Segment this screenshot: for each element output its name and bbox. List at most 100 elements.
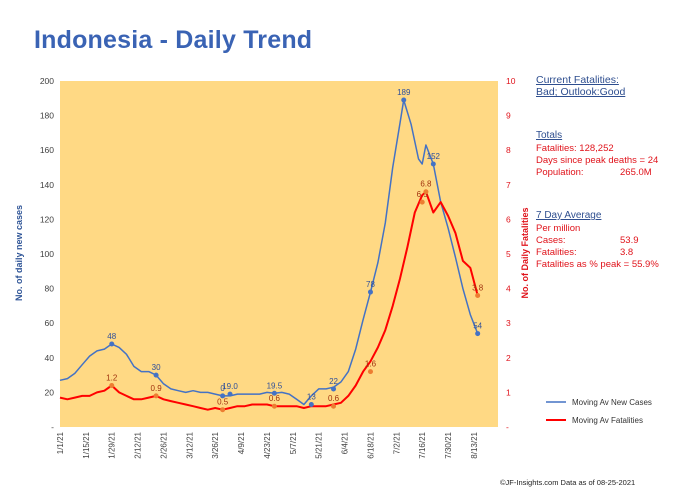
fatalities-data-label: 3.8 [472, 284, 484, 293]
cases-marker [220, 393, 226, 399]
cases-marker [227, 391, 233, 397]
y2-tick-label: 2 [506, 353, 511, 363]
seven-day-heading: 7 Day Average [536, 210, 602, 221]
x-tick-label: 7/30/21 [444, 431, 453, 458]
cases-marker [331, 386, 337, 392]
x-tick-label: 6/4/21 [341, 431, 350, 454]
fatalities-marker [271, 403, 277, 409]
x-tick-label: 5/7/21 [289, 431, 298, 454]
fatalities-marker [423, 189, 429, 195]
y-axis-label: No. of daily new cases [14, 205, 24, 301]
x-tick-label: 7/2/21 [392, 431, 401, 454]
y-tick-label: 60 [45, 318, 55, 328]
cases-marker [401, 97, 407, 103]
cases-data-label: 0 [220, 384, 225, 393]
fatalities-marker [220, 407, 226, 413]
left-axis-ticks: - 20 40 60 80 100 120 140 160 180 200 [40, 76, 54, 432]
x-tick-label: 2/12/21 [134, 431, 143, 458]
y-tick-label: 160 [40, 145, 54, 155]
totals-population-row: Population: 265.0M [536, 167, 658, 179]
x-tick-label: 1/1/21 [56, 431, 65, 454]
fatalities-value: 3.8 [620, 247, 634, 258]
fatalities-marker [475, 293, 481, 299]
outlook-line2: Bad; Outlook:Good [536, 86, 626, 98]
page-title: Indonesia - Daily Trend [34, 26, 313, 54]
y2-tick-label: 1 [506, 387, 511, 397]
x-tick-label: 4/9/21 [237, 431, 246, 454]
fatalities-marker [419, 199, 425, 205]
y2-tick-label: - [506, 422, 509, 432]
fatalities-data-label: 0.6 [328, 394, 340, 403]
right-axis-ticks: - 1 2 3 4 5 6 7 8 9 10 [506, 76, 516, 432]
cases-marker [153, 372, 159, 378]
cases-data-label: 30 [152, 363, 161, 372]
fatalities-data-label: 0.9 [151, 384, 163, 393]
cases-data-label: 78 [366, 280, 375, 289]
fatalities-marker [331, 403, 337, 409]
fatalities-marker [109, 382, 115, 388]
cases-marker [367, 289, 373, 295]
y-tick-label: 20 [45, 387, 55, 397]
y2-tick-label: 6 [506, 214, 511, 224]
cases-label: Cases: [536, 235, 566, 246]
fatalities-data-label: 6.5 [417, 190, 429, 199]
fatalities-data-label: 0.6 [269, 394, 281, 403]
x-tick-label: 8/13/21 [470, 431, 479, 458]
cases-data-label: 19.0 [222, 382, 238, 391]
seven-day-panel: 7 Day Average Per million Cases: 53.9 Fa… [536, 210, 659, 271]
y-tick-label: 120 [40, 214, 54, 224]
y-tick-label: 40 [45, 353, 55, 363]
fatalities-data-label: 0.5 [217, 398, 229, 407]
per-million-label: Per million [536, 223, 581, 234]
cases-data-label: 19.5 [267, 381, 283, 390]
y-tick-label: 100 [40, 249, 54, 259]
pct-peak: Fatalities as % peak = 55.9% [536, 259, 659, 270]
population-label: Population: [536, 167, 584, 178]
fatalities-data-label: 1.6 [365, 360, 377, 369]
outlook-line1: Current Fatalities: [536, 74, 619, 86]
totals-heading: Totals [536, 130, 563, 141]
legend-cases-label: Moving Av New Cases [572, 398, 652, 407]
legend-fatalities-label: Moving Av Fatalities [572, 416, 643, 425]
x-tick-label: 7/16/21 [418, 431, 427, 458]
population-value: 265.0M [620, 167, 652, 178]
cases-marker [475, 331, 481, 337]
x-tick-label: 2/26/21 [159, 431, 168, 458]
cases-data-label: 22 [329, 377, 338, 386]
y-tick-label: 140 [40, 180, 54, 190]
x-tick-label: 4/23/21 [263, 431, 272, 458]
data-labels-layer: 48 30 019.0 19.5 13 22 78 189 152 54 1.2 0.9 0.5 0.6 0… [106, 88, 484, 413]
y2-tick-label: 9 [506, 111, 511, 121]
x-tick-label: 5/21/21 [315, 431, 324, 458]
fatalities-marker [367, 369, 373, 375]
fatalities-marker [153, 393, 159, 399]
cases-value: 53.9 [620, 235, 639, 246]
y2-tick-label: 10 [506, 76, 516, 86]
cases-data-label: 189 [397, 88, 411, 97]
y2-axis-label: No. of Daily Fatalities [520, 207, 530, 298]
series-line-fatalities [59, 190, 479, 411]
cases-data-label: 13 [307, 393, 316, 402]
x-tick-label: 1/29/21 [108, 431, 117, 458]
y-tick-label: 180 [40, 111, 54, 121]
x-tick-label: 3/12/21 [185, 431, 194, 458]
cases-row: Cases: 53.9 [536, 235, 659, 247]
totals-fatalities: Fatalities: 128,252 [536, 143, 614, 154]
cases-marker [308, 402, 314, 408]
cases-marker [271, 390, 277, 396]
y2-tick-label: 8 [506, 145, 511, 155]
x-axis-ticks: 1/1/21 1/15/21 1/29/21 2/12/21 2/26/21 3/12/2… [56, 431, 479, 458]
y-tick-label: 200 [40, 76, 54, 86]
y-tick-label: 80 [45, 284, 55, 294]
y2-tick-label: 4 [506, 284, 511, 294]
x-tick-label: 1/15/21 [82, 431, 91, 458]
x-tick-label: 6/18/21 [366, 431, 375, 458]
fatalities-row: Fatalities: 3.8 [536, 247, 659, 259]
totals-panel: Totals Fatalities: 128,252 Days since pe… [536, 130, 658, 179]
footer-credit: ©JF-Insights.com Data as of 08-25-2021 [500, 478, 636, 487]
totals-days-since-peak: Days since peak deaths = 24 [536, 155, 659, 166]
cases-marker [430, 161, 436, 167]
x-tick-label: 3/26/21 [211, 431, 220, 458]
